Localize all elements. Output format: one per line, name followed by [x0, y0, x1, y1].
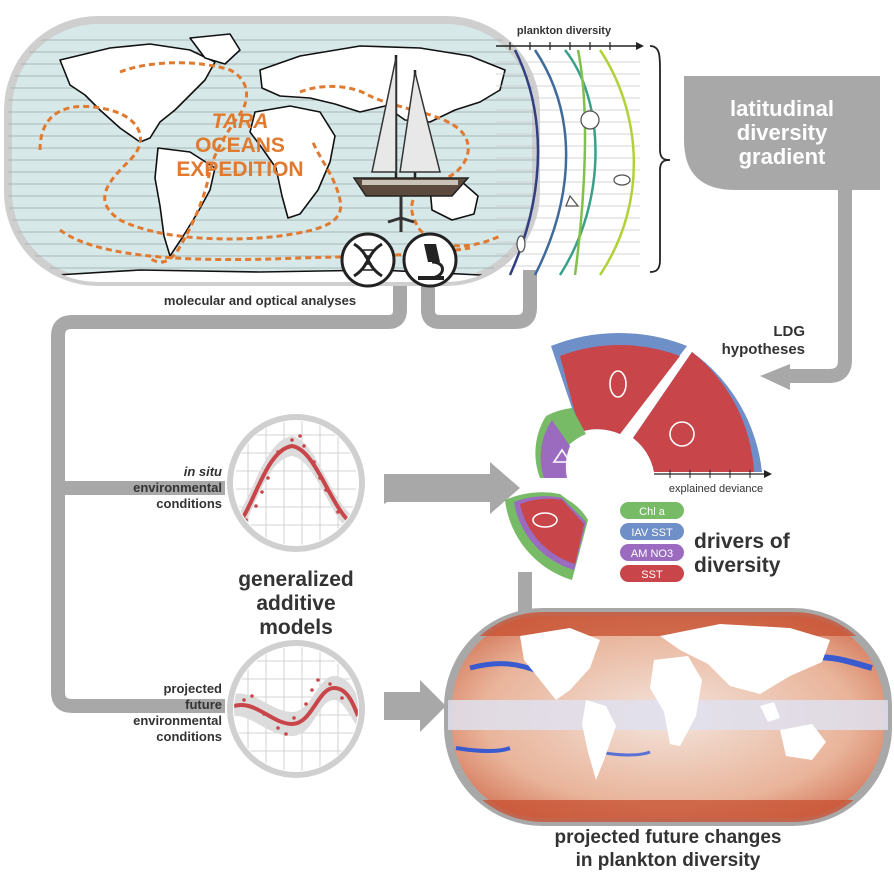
ldg-hypotheses-line1: LDG [773, 323, 805, 340]
microscope-icon [402, 232, 458, 288]
dna-icon [340, 232, 396, 288]
molecular-optical-label: molecular and optical analyses [164, 293, 356, 308]
sailboat-icon [352, 55, 470, 232]
ldg-hypotheses-line2: hypotheses [722, 341, 805, 358]
projected-env-line3: environmental [133, 713, 222, 728]
drivers-title-line2: diversity [694, 554, 781, 577]
africa-landmass [249, 105, 336, 219]
tara-title-line3: EXPEDITION [176, 158, 303, 181]
ldg-title-line3: gradient [739, 144, 826, 169]
legend-label: SST [641, 569, 663, 581]
flow-arrowheads [384, 364, 790, 732]
north-america-landmass [59, 43, 216, 143]
projected-env-line2: future [185, 697, 222, 712]
europe-asia-landmass [259, 45, 506, 123]
gam-title-line1: generalized [238, 568, 354, 591]
fan-segment-left [546, 408, 586, 446]
gam-insitu-circle [227, 414, 365, 552]
south-america-landmass [154, 147, 216, 257]
in-situ-line3: conditions [156, 496, 222, 511]
drivers-title-line1: drivers of [694, 530, 791, 553]
tara-title-line1: TARA [212, 110, 269, 133]
gam-title-line2: additive [256, 592, 335, 615]
legend-swatch [620, 544, 684, 561]
projected-changes-line2: in plankton diversity [576, 850, 761, 871]
tara-world-map: TARA OCEANS EXPEDITION [4, 16, 540, 286]
projected-env-line4: conditions [156, 729, 222, 744]
in-situ-line2: environmental [133, 480, 222, 495]
legend-label: IAV SST [631, 527, 673, 539]
legend-label: Chl a [639, 506, 666, 518]
projected-changes-line1: projected future changes [555, 827, 782, 848]
tara-title-line2: OCEANS [195, 134, 285, 157]
ldg-box: latitudinal diversity gradient [684, 76, 880, 190]
greenland-landmass [189, 33, 241, 65]
plankton-icon [516, 110, 631, 253]
legend-swatch [620, 565, 684, 582]
ldg-brace [649, 45, 671, 273]
ldg-title-line2: diversity [737, 120, 828, 145]
explained-deviance-label: explained deviance [669, 483, 763, 495]
gam-title-line3: models [259, 616, 333, 639]
legend-label: AM NO3 [631, 548, 673, 560]
projected-env-line1: projected [163, 681, 222, 696]
legend-swatch [620, 502, 684, 519]
future-diversity-map [444, 608, 892, 826]
gam-future-circle [227, 640, 365, 778]
plankton-diversity-panel: plankton diversity [496, 25, 671, 276]
ldg-title-line1: latitudinal [730, 96, 834, 121]
drivers-legend: Chl a IAV SST AM NO3 SST [620, 502, 684, 582]
legend-swatch [620, 523, 684, 540]
explained-deviance-fan: explained deviance [505, 332, 772, 580]
plankton-diversity-label: plankton diversity [517, 25, 612, 37]
in-situ-line1: in situ [184, 464, 222, 479]
